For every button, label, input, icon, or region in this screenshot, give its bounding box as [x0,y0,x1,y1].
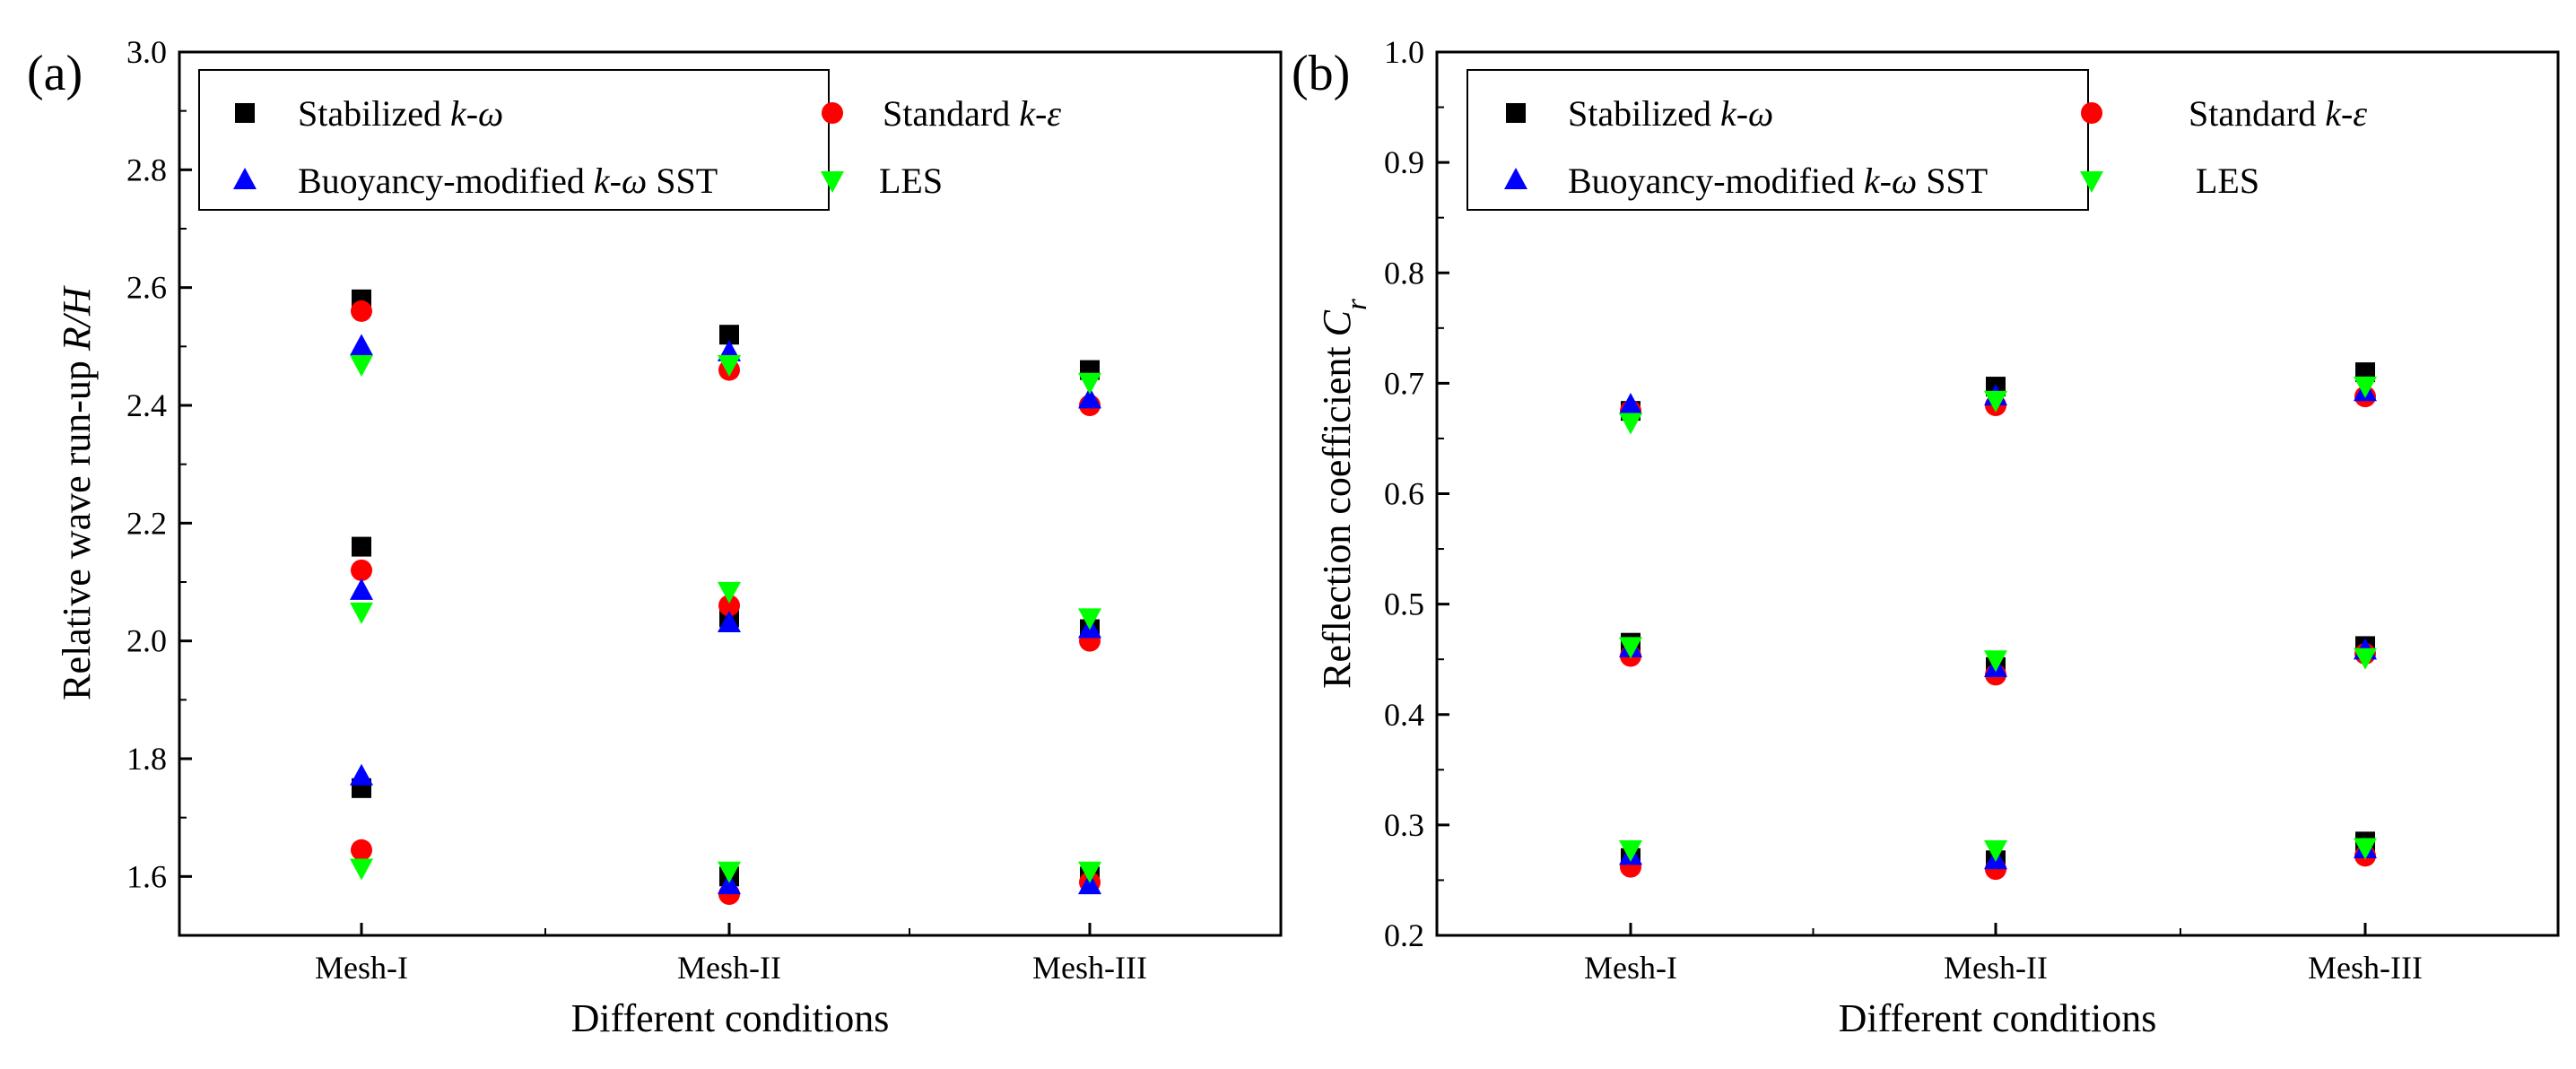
legend-label-buoy: Buoyancy-modified k-ω SST [298,161,718,201]
y-tick-label: 2.4 [126,387,167,423]
y-tick-label: 2.8 [126,152,167,187]
data-point-les [2354,838,2377,860]
legend-marker-stab [1506,103,1526,123]
data-point-buoy [350,578,373,600]
data-point-buoy [1078,873,1101,895]
data-point-les [1619,839,1642,862]
data-point-std [351,300,372,322]
data-point-les [1619,637,1642,659]
data-point-les [2354,376,2377,398]
legend-marker-std [2081,102,2102,124]
x-tick-label: Mesh-III [1032,950,1147,986]
x-tick-label: Mesh-I [1584,950,1677,986]
legend-marker-std [822,102,843,124]
data-point-les [2354,647,2377,670]
y-tick-label: 0.5 [1384,587,1424,622]
legend-label-std: Standard k-ε [2189,93,2367,134]
data-point-les [1984,390,2007,413]
data-point-les [1984,839,2007,862]
legend-box [198,69,830,211]
data-point-les [350,355,373,378]
data-point-les [1078,372,1101,395]
legend-marker-buoy [233,168,257,189]
y-tick-label: 2.6 [126,270,167,306]
panel-label: (a) [27,46,83,101]
data-point-les [1619,413,1642,435]
legend-label-stab: Stabilized k-ω [298,93,503,134]
data-point-stab [719,325,739,345]
data-point-les [718,861,741,883]
legend-label-buoy: Buoyancy-modified k-ω SST [1568,161,1988,201]
legend-marker-buoy [1504,168,1527,189]
y-tick-label: 0.8 [1384,255,1424,291]
legend-marker-les [2080,171,2103,193]
legend: Stabilized k-ω Standard k-ε Buoyancy-modif… [1466,69,2367,211]
data-point-buoy [350,334,373,356]
y-tick-label: 0.2 [1384,917,1424,953]
y-tick-label: 3.0 [126,34,167,70]
data-point-buoy [718,873,741,895]
y-tick-label: 0.4 [1384,697,1424,733]
data-point-les [718,581,741,604]
data-point-les [350,602,373,624]
legend-marker-les [821,171,844,193]
x-axis-title: Different conditions [1839,996,2157,1040]
y-tick-label: 1.8 [126,741,167,777]
panel-a-chart: (a) 1.6 1.8 2.0 2.2 2.4 2.6 2.8 3.0 Mesh-I Mesh-II… [27,34,1283,1040]
x-tick-label: Mesh-II [677,950,781,986]
data-point-buoy [350,763,373,786]
y-tick-label: 2.0 [126,623,167,659]
data-point-std [718,595,740,617]
legend-label-les: LES [879,161,943,201]
legend-label-stab: Stabilized k-ω [1568,93,1773,134]
y-tick-label: 0.6 [1384,476,1424,512]
legend: Stabilized k-ω Standard k-ε Buoyancy-modif… [198,69,1061,211]
y-tick-label: 1.6 [126,858,167,894]
data-point-les [350,858,373,881]
x-tick-label: Mesh-II [1944,950,2048,986]
y-tick-label: 1.0 [1384,34,1424,70]
legend-box [1466,69,2089,211]
panel-b-chart: (b) 0.2 0.3 0.4 0.5 0.6 0.7 0.8 0.9 1.0 Mesh-I Mesh… [1292,34,2560,1040]
data-point-std [351,559,372,581]
data-point-les [718,355,741,378]
x-tick-label: Mesh-III [2308,950,2423,986]
legend-marker-stab [235,103,255,123]
data-point-les [1078,861,1101,883]
y-axis-title: Relative wave run-up R/H [55,285,99,700]
legend-label-les: LES [2196,161,2259,201]
data-point-les [1984,650,2007,673]
data-point-buoy [1619,393,1642,414]
data-point-stab [352,536,371,557]
x-axis-title: Different conditions [571,996,890,1040]
data-point-std [351,839,372,861]
y-tick-label: 0.9 [1384,144,1424,180]
y-tick-label: 0.7 [1384,365,1424,401]
x-tick-label: Mesh-I [315,950,408,986]
panel-label: (b) [1292,46,1350,101]
y-tick-label: 2.2 [126,505,167,541]
data-point-buoy [718,610,741,632]
data-point-les [1078,608,1101,630]
legend-label-std: Standard k-ε [883,93,1061,134]
data-point-buoy [1078,387,1101,409]
y-axis-title: Reflection coefficient Cr [1315,299,1373,689]
y-tick-label: 0.3 [1384,807,1424,843]
